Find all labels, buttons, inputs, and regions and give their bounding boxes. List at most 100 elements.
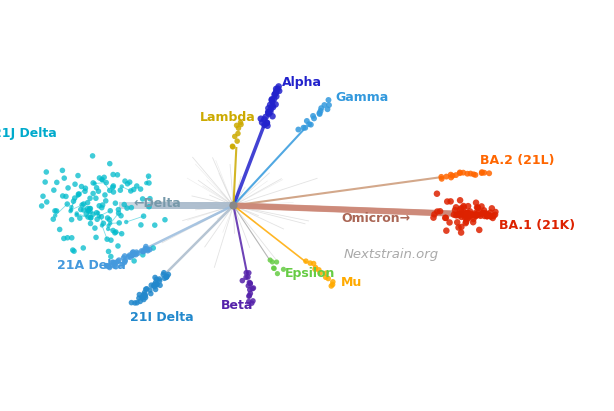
Point xyxy=(66,204,76,210)
Point xyxy=(72,210,82,217)
Point xyxy=(70,181,80,187)
Point xyxy=(302,118,312,124)
Point xyxy=(120,257,130,264)
Point xyxy=(233,125,243,132)
Point xyxy=(116,212,126,219)
Point xyxy=(106,253,116,260)
Point xyxy=(114,219,124,226)
Point xyxy=(298,125,308,131)
Point xyxy=(306,121,316,128)
Point xyxy=(93,188,103,194)
Point xyxy=(466,210,476,217)
Point xyxy=(487,213,497,219)
Point xyxy=(263,109,273,116)
Point xyxy=(150,274,160,281)
Point xyxy=(141,180,151,186)
Point xyxy=(437,173,446,180)
Point xyxy=(264,111,274,117)
Point xyxy=(109,259,119,266)
Point xyxy=(309,115,319,122)
Point xyxy=(262,120,272,126)
Text: Nextstrain.org: Nextstrain.org xyxy=(344,248,439,261)
Point xyxy=(138,196,147,202)
Text: Epsilon: Epsilon xyxy=(285,267,335,280)
Point xyxy=(49,187,59,194)
Point xyxy=(440,215,450,221)
Point xyxy=(155,282,165,289)
Point xyxy=(244,292,254,299)
Point xyxy=(120,178,130,185)
Point xyxy=(58,167,68,174)
Point xyxy=(473,204,483,211)
Point xyxy=(321,270,331,277)
Point xyxy=(266,97,276,104)
Text: Mu: Mu xyxy=(341,276,362,289)
Point xyxy=(72,212,82,218)
Text: Beta: Beta xyxy=(221,299,253,312)
Text: BA.2 (21L): BA.2 (21L) xyxy=(481,154,555,167)
Point xyxy=(119,201,129,208)
Point xyxy=(128,249,138,256)
Point xyxy=(123,254,133,260)
Point xyxy=(271,85,281,92)
Point xyxy=(113,242,123,249)
Point xyxy=(131,249,141,255)
Point xyxy=(117,261,127,268)
Point xyxy=(478,210,488,216)
Point xyxy=(145,287,155,293)
Point xyxy=(486,213,496,220)
Point xyxy=(52,179,62,186)
Point xyxy=(143,247,153,254)
Point xyxy=(453,219,462,226)
Point xyxy=(162,273,172,279)
Point xyxy=(111,229,121,235)
Point xyxy=(244,293,254,300)
Point xyxy=(58,193,68,199)
Point xyxy=(266,106,276,113)
Point xyxy=(316,105,326,111)
Point xyxy=(236,121,246,128)
Point xyxy=(480,169,489,176)
Point xyxy=(102,263,112,269)
Point xyxy=(122,219,131,225)
Point xyxy=(461,213,471,219)
Point xyxy=(486,213,495,220)
Point xyxy=(273,270,282,277)
Point xyxy=(61,193,71,200)
Point xyxy=(315,111,325,117)
Point xyxy=(139,296,149,303)
Point xyxy=(114,257,124,263)
Point xyxy=(80,185,90,192)
Point xyxy=(274,83,284,90)
Point xyxy=(259,116,269,122)
Point xyxy=(449,211,459,218)
Point xyxy=(460,211,470,218)
Point xyxy=(117,183,126,190)
Point xyxy=(271,101,281,108)
Point xyxy=(464,210,473,216)
Point xyxy=(100,192,110,198)
Point xyxy=(161,274,171,281)
Point xyxy=(472,212,481,219)
Point xyxy=(155,278,165,284)
Point xyxy=(133,250,142,256)
Point xyxy=(144,180,154,186)
Point xyxy=(459,203,468,209)
Point xyxy=(42,199,52,205)
Point xyxy=(268,98,278,105)
Point xyxy=(243,282,253,289)
Point xyxy=(74,191,84,197)
Point xyxy=(90,180,99,187)
Point xyxy=(69,248,79,254)
Point xyxy=(128,249,138,255)
Point xyxy=(106,237,116,243)
Point xyxy=(146,282,156,289)
Point xyxy=(68,247,77,253)
Point xyxy=(84,208,93,214)
Point xyxy=(461,219,471,225)
Point xyxy=(463,211,473,218)
Point xyxy=(126,188,136,194)
Point xyxy=(86,214,96,221)
Point xyxy=(92,216,102,223)
Point xyxy=(484,211,494,218)
